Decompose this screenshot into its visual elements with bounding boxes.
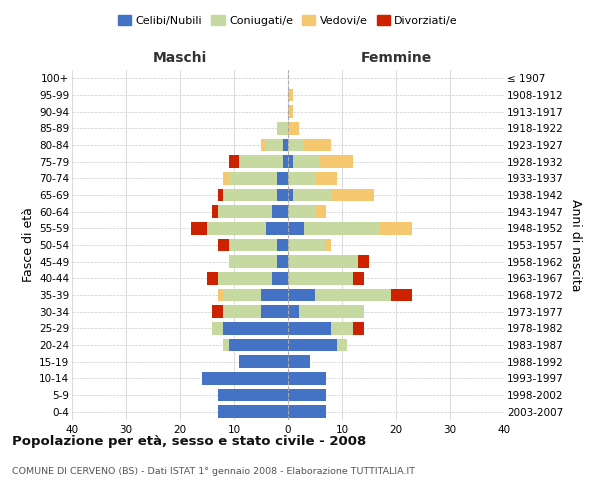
Bar bbox=[218, 272, 272, 284]
Bar bbox=[277, 188, 288, 201]
Bar bbox=[288, 172, 315, 184]
Bar bbox=[229, 239, 277, 251]
Bar bbox=[261, 289, 288, 301]
Bar bbox=[239, 156, 283, 168]
Bar bbox=[288, 222, 304, 234]
Bar bbox=[288, 272, 353, 284]
Bar bbox=[288, 156, 293, 168]
Bar bbox=[277, 122, 288, 134]
Bar bbox=[288, 389, 326, 401]
Bar bbox=[288, 406, 326, 418]
Bar bbox=[223, 289, 261, 301]
Bar bbox=[288, 322, 331, 334]
Bar bbox=[212, 306, 223, 318]
Bar bbox=[326, 239, 331, 251]
Text: COMUNE DI CERVENO (BS) - Dati ISTAT 1° gennaio 2008 - Elaborazione TUTTITALIA.IT: COMUNE DI CERVENO (BS) - Dati ISTAT 1° g… bbox=[12, 468, 415, 476]
Bar bbox=[293, 156, 320, 168]
Bar bbox=[272, 272, 288, 284]
Bar bbox=[277, 239, 288, 251]
Bar bbox=[337, 339, 347, 351]
Bar bbox=[315, 172, 337, 184]
Bar bbox=[288, 306, 299, 318]
Bar bbox=[277, 172, 288, 184]
Bar bbox=[207, 222, 266, 234]
Bar bbox=[207, 272, 218, 284]
Y-axis label: Fasce di età: Fasce di età bbox=[22, 208, 35, 282]
Bar bbox=[380, 222, 412, 234]
Bar bbox=[358, 256, 369, 268]
Bar bbox=[304, 222, 380, 234]
Bar bbox=[229, 339, 288, 351]
Bar bbox=[288, 206, 315, 218]
Legend: Celibi/Nubili, Coniugati/e, Vedovi/e, Divorziati/e: Celibi/Nubili, Coniugati/e, Vedovi/e, Di… bbox=[113, 10, 463, 30]
Bar bbox=[261, 138, 266, 151]
Bar bbox=[299, 306, 364, 318]
Bar bbox=[288, 256, 358, 268]
Bar bbox=[288, 239, 326, 251]
Bar bbox=[288, 289, 315, 301]
Bar bbox=[331, 322, 353, 334]
Bar bbox=[223, 188, 277, 201]
Bar bbox=[288, 188, 293, 201]
Bar bbox=[223, 339, 229, 351]
Bar bbox=[223, 322, 288, 334]
Bar bbox=[202, 372, 288, 384]
Bar bbox=[261, 306, 288, 318]
Bar bbox=[315, 289, 391, 301]
Bar bbox=[191, 222, 207, 234]
Bar bbox=[218, 406, 288, 418]
Bar bbox=[288, 356, 310, 368]
Bar bbox=[229, 156, 239, 168]
Bar bbox=[288, 122, 299, 134]
Y-axis label: Anni di nascita: Anni di nascita bbox=[569, 198, 582, 291]
Bar bbox=[272, 206, 288, 218]
Bar bbox=[304, 138, 331, 151]
Bar bbox=[218, 188, 223, 201]
Bar bbox=[277, 256, 288, 268]
Bar bbox=[288, 339, 337, 351]
Bar bbox=[212, 206, 218, 218]
Bar bbox=[315, 206, 326, 218]
Bar bbox=[288, 106, 293, 118]
Bar bbox=[391, 289, 412, 301]
Bar bbox=[320, 156, 353, 168]
Bar bbox=[283, 138, 288, 151]
Bar bbox=[288, 372, 326, 384]
Bar bbox=[218, 389, 288, 401]
Bar bbox=[353, 322, 364, 334]
Bar bbox=[229, 172, 277, 184]
Bar bbox=[266, 138, 283, 151]
Bar bbox=[229, 256, 277, 268]
Text: Popolazione per età, sesso e stato civile - 2008: Popolazione per età, sesso e stato civil… bbox=[12, 435, 366, 448]
Bar bbox=[212, 322, 223, 334]
Bar bbox=[288, 138, 304, 151]
Bar bbox=[331, 188, 374, 201]
Bar bbox=[218, 289, 223, 301]
Text: Femmine: Femmine bbox=[361, 51, 431, 65]
Text: Maschi: Maschi bbox=[153, 51, 207, 65]
Bar bbox=[218, 206, 272, 218]
Bar bbox=[288, 89, 293, 101]
Bar bbox=[223, 306, 261, 318]
Bar bbox=[239, 356, 288, 368]
Bar bbox=[218, 239, 229, 251]
Bar bbox=[293, 188, 331, 201]
Bar bbox=[223, 172, 229, 184]
Bar bbox=[283, 156, 288, 168]
Bar bbox=[353, 272, 364, 284]
Bar bbox=[266, 222, 288, 234]
